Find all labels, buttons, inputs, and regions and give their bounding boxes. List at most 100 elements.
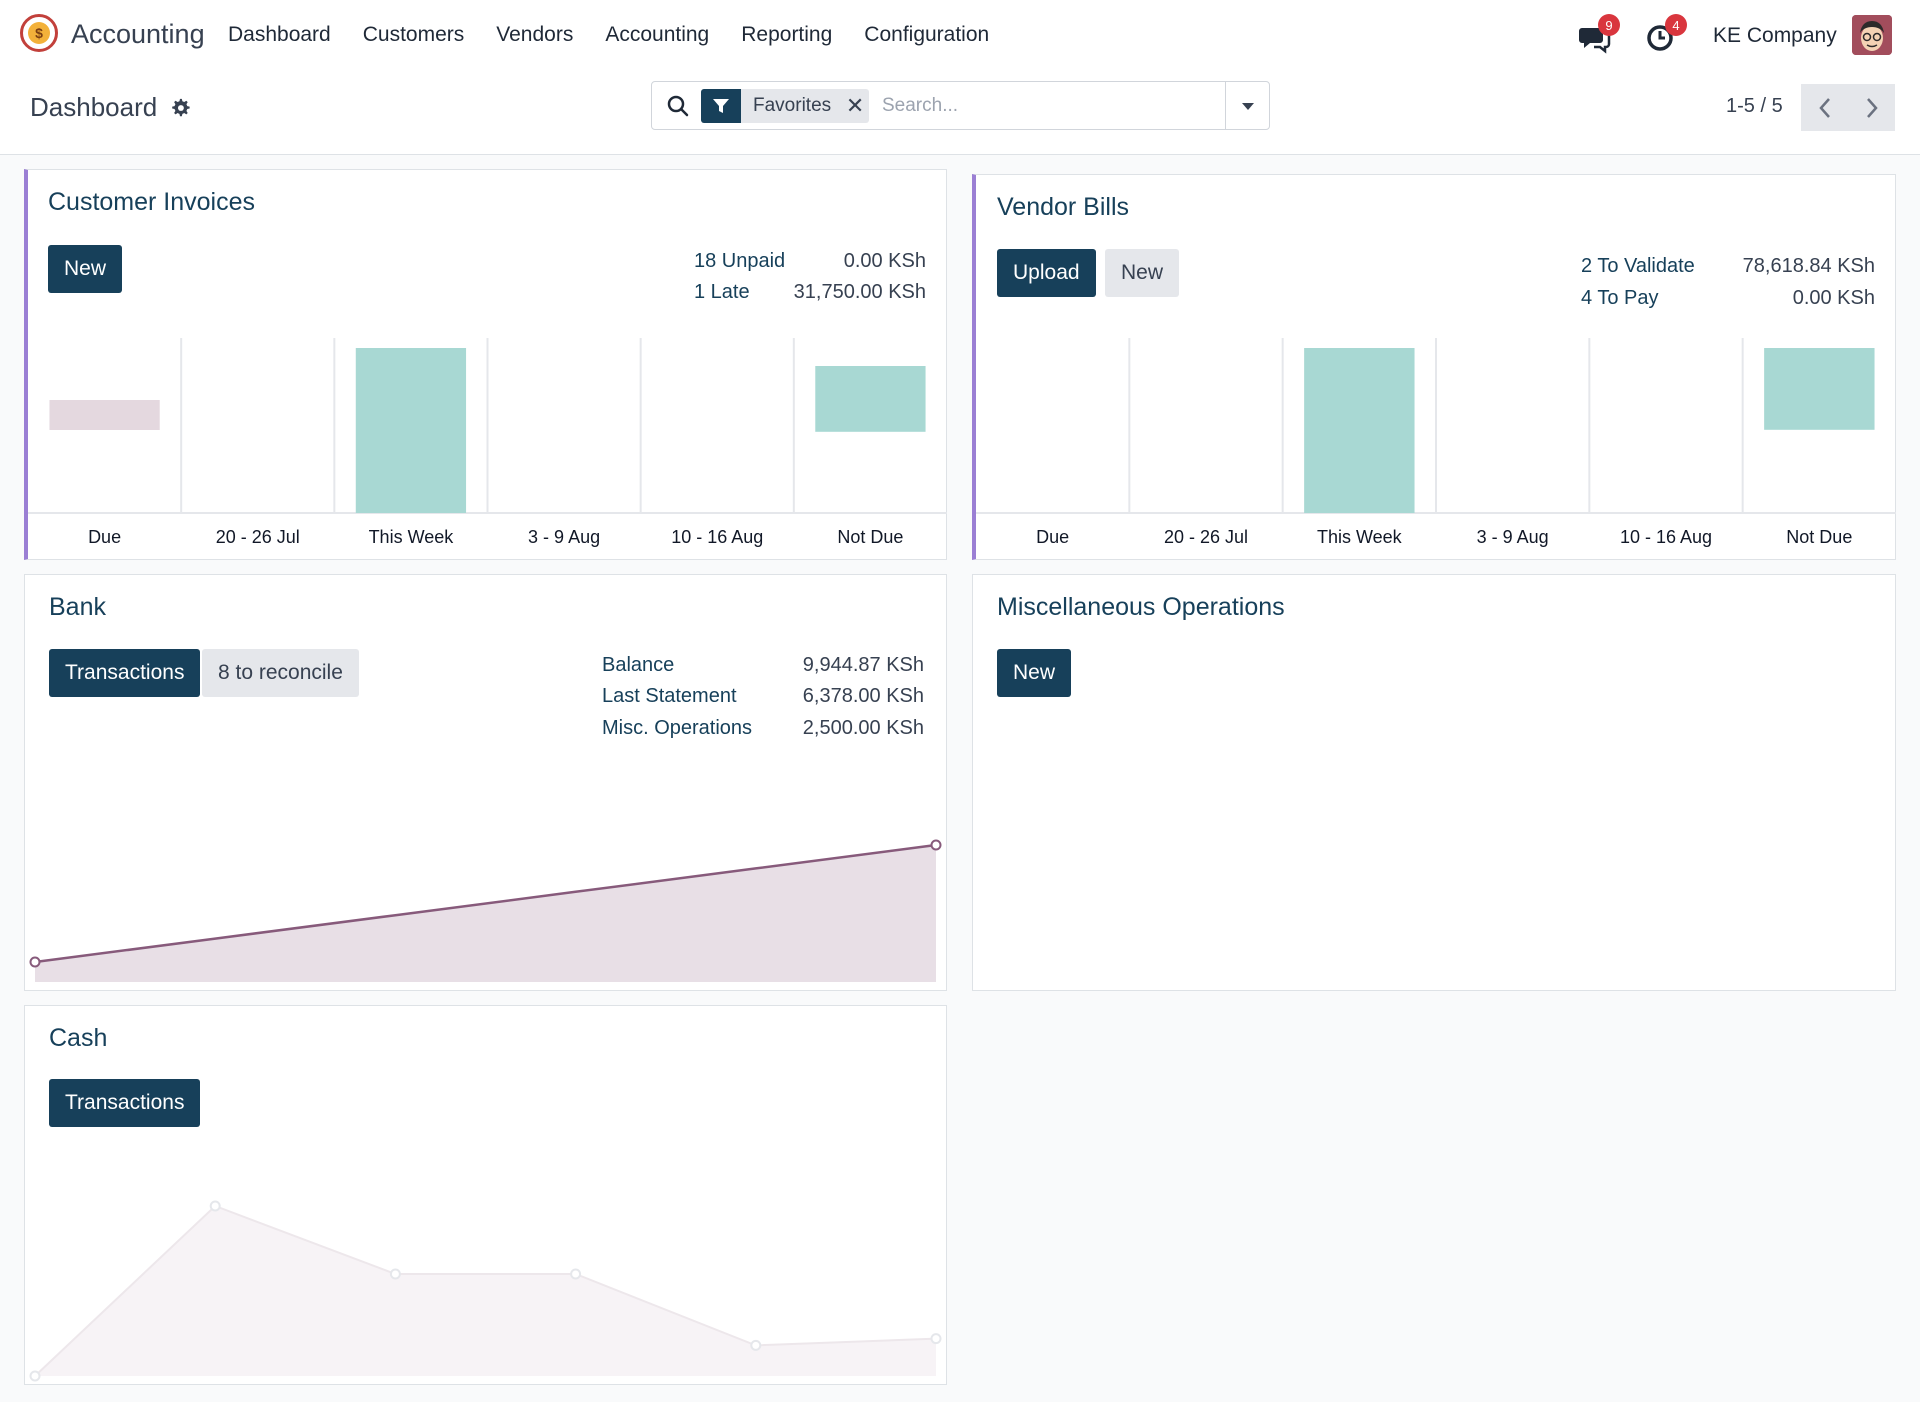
vendor-bills-upload-button[interactable]: Upload (997, 249, 1096, 297)
main-menu: Dashboard Customers Vendors Accounting R… (228, 23, 1021, 47)
bank-balance-chart[interactable] (25, 765, 946, 990)
bank-balance-area (35, 845, 936, 982)
vendor-bills-tick-label: Not Due (1786, 527, 1852, 547)
clock-icon (1647, 25, 1673, 51)
close-icon[interactable]: ✕ (845, 93, 865, 118)
bank-title[interactable]: Bank (49, 593, 106, 621)
pager-next-button[interactable] (1848, 84, 1895, 131)
misc-operations-amount: 2,500.00 KSh (802, 717, 924, 739)
vendor-bills-tick-label: Due (1036, 527, 1069, 547)
pager-value[interactable]: 1-5 / 5 (1726, 95, 1783, 117)
customer-invoices-chart[interactable]: Due 20 - 26 Jul This Week 3 - 9 Aug 10 - 16 … (28, 330, 947, 560)
vendor-bills-new-button[interactable]: New (1105, 249, 1180, 297)
misc-operations-title[interactable]: Miscellaneous Operations (997, 593, 1285, 621)
activities-button[interactable]: 4 (1645, 14, 1687, 54)
cash-balance-point[interactable] (29, 1370, 41, 1382)
bank-reconcile-button[interactable]: 8 to reconcile (202, 649, 359, 697)
vendor-bills-card: Vendor Bills Upload New 2 To Validate 78… (972, 174, 1896, 560)
cash-transactions-button[interactable]: Transactions (49, 1079, 201, 1127)
cash-balance-point[interactable] (570, 1268, 582, 1280)
facet-label: Favorites (753, 95, 832, 116)
top-navbar: $ Accounting Dashboard Customers Vendors… (0, 0, 1920, 72)
bills-to-validate-link[interactable]: 2 To Validate (1581, 255, 1695, 277)
vendor-bills-bar[interactable] (1764, 348, 1875, 430)
menu-item-dashboard[interactable]: Dashboard (228, 23, 331, 46)
app-logo-icon[interactable]: $ (20, 14, 58, 52)
menu-item-configuration[interactable]: Configuration (864, 23, 990, 46)
cash-title[interactable]: Cash (49, 1024, 108, 1052)
cash-balance-point[interactable] (930, 1333, 942, 1345)
control-panel: Dashboard Favorites ✕ 1-5 / 5 (0, 72, 1920, 155)
bank-transactions-button[interactable]: Transactions (49, 649, 201, 697)
late-invoices-link[interactable]: 1 Late (694, 281, 750, 303)
breadcrumb: Dashboard (30, 92, 191, 123)
misc-operations-new-button[interactable]: New (997, 649, 1072, 697)
cash-balance-point[interactable] (389, 1268, 401, 1280)
activities-badge: 4 (1665, 14, 1687, 36)
cash-balance-point[interactable] (750, 1339, 762, 1351)
customer-invoices-tick-label: This Week (369, 527, 455, 547)
customer-invoices-bar[interactable] (49, 400, 160, 430)
bank-balance-point[interactable] (29, 956, 41, 968)
customer-invoices-tick-label: 10 - 16 Aug (671, 527, 763, 547)
bank-balance-label[interactable]: Balance (602, 654, 675, 676)
gear-icon[interactable] (169, 97, 191, 119)
last-statement-amount: 6,378.00 KSh (802, 685, 924, 707)
bank-balance-amount: 9,944.87 KSh (802, 654, 924, 676)
company-switcher[interactable]: KE Company (1713, 24, 1837, 47)
messages-button[interactable]: 9 (1578, 14, 1620, 54)
cash-balance-chart[interactable] (25, 1146, 946, 1384)
misc-operations-label[interactable]: Misc. Operations (602, 717, 753, 739)
menu-item-reporting[interactable]: Reporting (741, 23, 833, 46)
page-title: Dashboard (30, 92, 158, 122)
bank-balance-line (34, 843, 937, 964)
cash-balance-area (35, 1206, 936, 1376)
menu-item-accounting[interactable]: Accounting (605, 23, 710, 46)
search-icon[interactable] (666, 94, 690, 118)
vendor-bills-tick-label: 10 - 16 Aug (1620, 527, 1712, 547)
search-options-toggle[interactable] (1225, 82, 1269, 129)
unpaid-invoices-amount: 0.00 KSh (843, 250, 926, 272)
customer-invoices-tick-label: Due (88, 527, 121, 547)
customer-invoices-title[interactable]: Customer Invoices (48, 188, 256, 216)
last-statement-label[interactable]: Last Statement (602, 685, 737, 707)
menu-item-vendors[interactable]: Vendors (496, 23, 574, 46)
user-avatar[interactable] (1852, 15, 1892, 55)
unpaid-invoices-link[interactable]: 18 Unpaid (694, 250, 786, 272)
vendor-bills-bar[interactable] (1304, 348, 1415, 513)
search-input[interactable] (882, 90, 1212, 122)
search-bar: Favorites ✕ (651, 81, 1270, 130)
vendor-bills-tick-label: 20 - 26 Jul (1164, 527, 1248, 547)
cash-balance-line (34, 1204, 937, 1377)
bills-to-pay-amount: 0.00 KSh (1792, 287, 1875, 309)
customer-invoices-tick-label: 20 - 26 Jul (216, 527, 300, 547)
cash-card: Cash Transactions (24, 1005, 947, 1385)
bank-balance-point[interactable] (930, 839, 942, 851)
late-invoices-amount: 31,750.00 KSh (793, 281, 926, 303)
filter-icon (701, 89, 741, 123)
messages-badge: 9 (1598, 14, 1620, 36)
customer-invoices-bar[interactable] (815, 366, 926, 432)
menu-item-customers[interactable]: Customers (362, 23, 465, 46)
cash-balance-point[interactable] (209, 1200, 221, 1212)
vendor-bills-title[interactable]: Vendor Bills (997, 193, 1130, 221)
customer-invoices-new-button[interactable]: New (48, 245, 123, 293)
bills-to-validate-amount: 78,618.84 KSh (1742, 255, 1875, 277)
chevron-left-icon (1818, 97, 1830, 118)
caret-down-icon (1241, 102, 1254, 110)
chevron-right-icon (1866, 97, 1878, 118)
app-name[interactable]: Accounting (71, 19, 205, 49)
customer-invoices-bar[interactable] (355, 348, 467, 513)
bank-card: Bank Transactions 8 to reconcile Balance… (24, 574, 947, 991)
bills-to-pay-link[interactable]: 4 To Pay (1581, 287, 1659, 309)
customer-invoices-card: Customer Invoices New 18 Unpaid 0.00 KSh… (24, 169, 947, 560)
vendor-bills-chart[interactable]: Due 20 - 26 Jul This Week 3 - 9 Aug 10 - 16 … (976, 330, 1896, 560)
pager-previous-button[interactable] (1801, 84, 1848, 131)
vendor-bills-tick-label: This Week (1317, 527, 1403, 547)
misc-operations-card: Miscellaneous Operations New (972, 574, 1896, 991)
search-facet: Favorites ✕ (701, 89, 870, 123)
vendor-bills-tick-label: 3 - 9 Aug (1477, 527, 1549, 547)
customer-invoices-tick-label: Not Due (837, 527, 903, 547)
customer-invoices-tick-label: 3 - 9 Aug (528, 527, 600, 547)
avatar-face-icon (1852, 15, 1892, 55)
